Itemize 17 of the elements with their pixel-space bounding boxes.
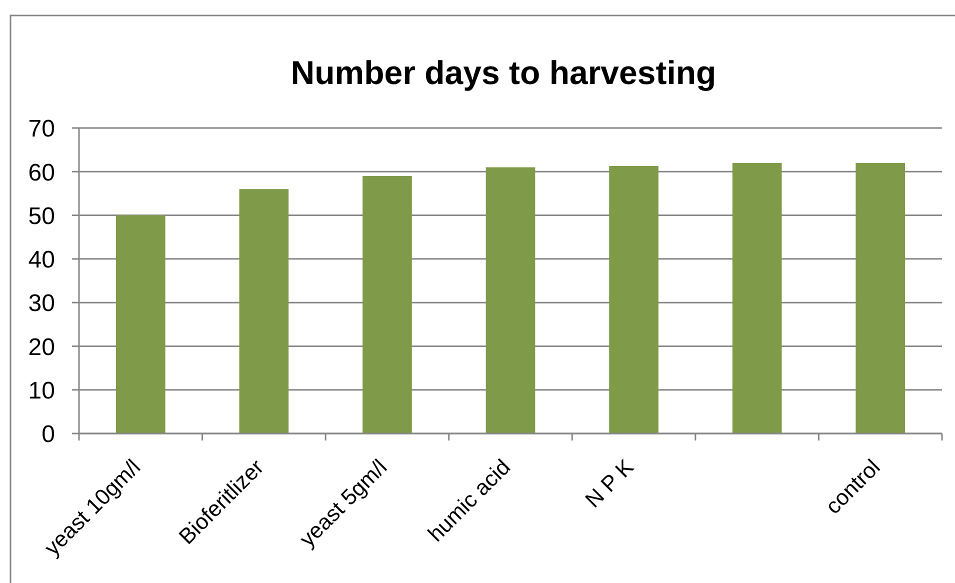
y-tick-label: 10 [28, 377, 55, 404]
y-tick-label: 20 [28, 334, 55, 361]
bar [856, 162, 906, 434]
bar [486, 167, 536, 434]
y-tick-label: 0 [42, 421, 55, 448]
bar [116, 215, 166, 434]
x-tick-label: N P K [580, 454, 639, 512]
bar [732, 162, 782, 434]
bar [362, 176, 412, 434]
chart-title: Number days to harvesting [290, 54, 716, 91]
y-tick-label: 60 [28, 159, 55, 186]
y-tick-label: 40 [28, 246, 55, 274]
bar [239, 189, 289, 434]
y-tick-label: 70 [28, 116, 55, 143]
bar [609, 166, 658, 434]
y-tick-label: 50 [28, 202, 55, 230]
y-tick-label: 30 [28, 290, 55, 318]
